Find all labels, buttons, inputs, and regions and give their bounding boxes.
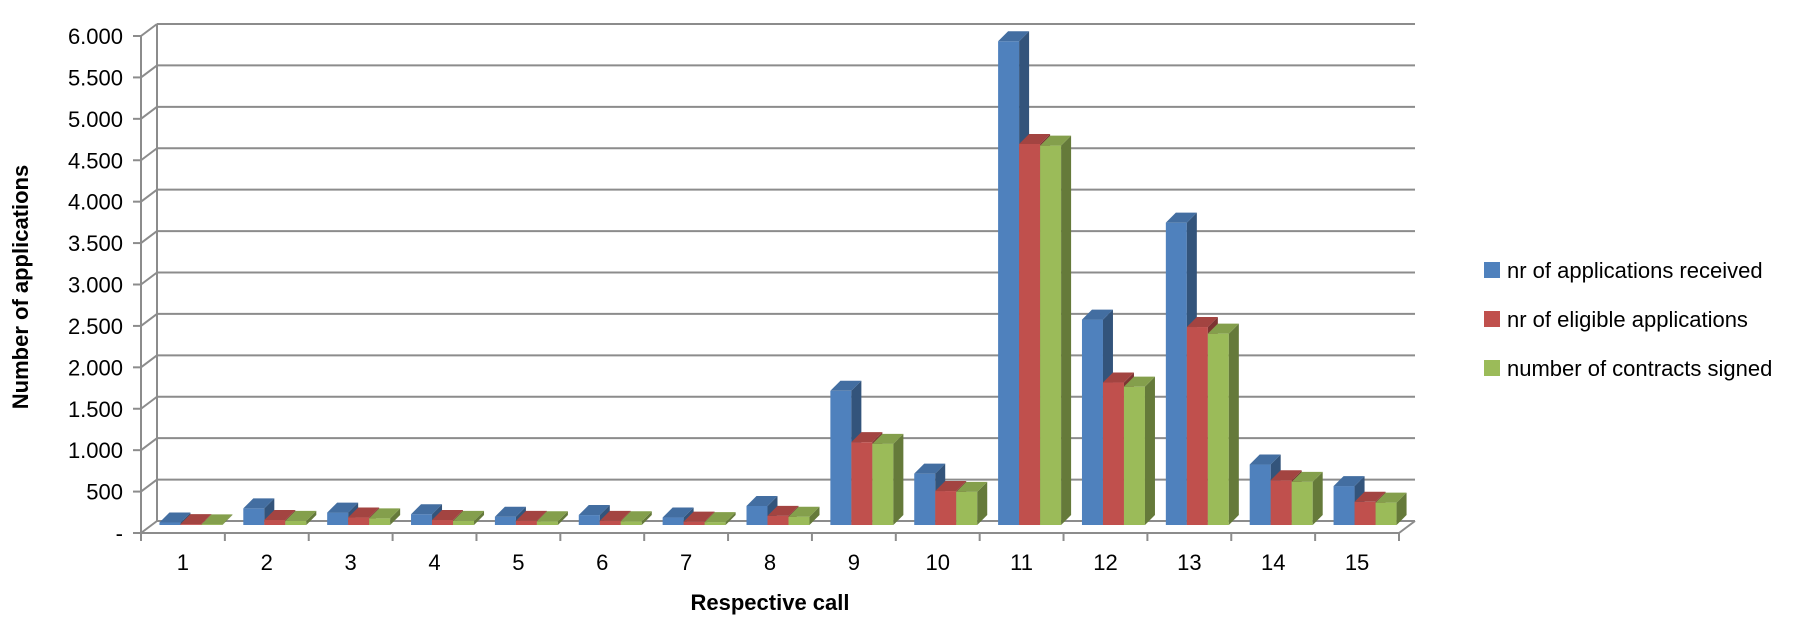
x-tick-label: 2 bbox=[261, 550, 273, 575]
x-tick-labels: 1 2 3 4 5 6 7 8 9 10 11 12 13 14 15 bbox=[177, 550, 1370, 575]
legend-label: nr of applications received bbox=[1507, 258, 1763, 283]
bar bbox=[243, 498, 275, 525]
gridline-depth bbox=[140, 188, 158, 203]
x-tick-label: 6 bbox=[596, 550, 608, 575]
bar bbox=[746, 495, 778, 525]
x-tick-label: 7 bbox=[680, 550, 692, 575]
legend-label: number of contracts signed bbox=[1507, 356, 1772, 381]
legend-swatch bbox=[1484, 311, 1500, 327]
bar bbox=[1040, 135, 1072, 525]
y-tick-label: 3.000 bbox=[68, 273, 123, 298]
gridline-depth bbox=[140, 271, 158, 286]
gridlines bbox=[140, 23, 1415, 534]
legend-label: nr of eligible applications bbox=[1507, 307, 1748, 332]
y-tick-label: 5.500 bbox=[68, 65, 123, 90]
gridline-depth bbox=[140, 395, 158, 410]
bar bbox=[453, 510, 485, 525]
bar bbox=[872, 433, 904, 525]
y-tick-label: 6.000 bbox=[68, 24, 123, 49]
y-tick-label: 2.000 bbox=[68, 355, 123, 380]
legend-swatch bbox=[1484, 262, 1500, 278]
bar bbox=[536, 511, 568, 525]
y-tick-label: 3.500 bbox=[68, 231, 123, 256]
axes bbox=[133, 24, 1416, 541]
x-tick-label: 11 bbox=[1010, 550, 1033, 575]
y-tick-labels: - 500 1.000 1.500 2.000 2.500 3.000 3.500 4.000 4… bbox=[68, 24, 123, 546]
gridline-depth bbox=[140, 23, 158, 37]
bar bbox=[1123, 376, 1155, 525]
bar bbox=[704, 512, 736, 525]
x-tick-label: 9 bbox=[848, 550, 860, 575]
x-tick-label: 4 bbox=[428, 550, 440, 575]
y-tick-label: 1.500 bbox=[68, 397, 123, 422]
bar bbox=[201, 514, 233, 525]
x-tick-label: 13 bbox=[1177, 550, 1201, 575]
gridline-depth bbox=[140, 106, 158, 120]
x-tick-label: 8 bbox=[764, 550, 776, 575]
x-tick-label: 1 bbox=[177, 550, 189, 575]
x-tick-label: 15 bbox=[1345, 550, 1369, 575]
x-tick-label: 3 bbox=[345, 550, 357, 575]
bar bbox=[369, 508, 401, 525]
bar bbox=[956, 481, 988, 525]
bar bbox=[285, 510, 317, 525]
y-tick-label: 4.500 bbox=[68, 148, 123, 173]
bars bbox=[159, 31, 1407, 526]
legend-item: nr of applications received bbox=[1484, 258, 1763, 283]
legend-item: number of contracts signed bbox=[1484, 356, 1772, 381]
y-tick-label: 2.500 bbox=[68, 314, 123, 339]
y-axis-title: Number of applications bbox=[8, 165, 33, 409]
y-tick-label: 5.000 bbox=[68, 107, 123, 132]
y-tick-label: - bbox=[116, 521, 123, 546]
bar bbox=[1291, 471, 1323, 525]
x-axis-depth bbox=[1398, 520, 1416, 534]
bar bbox=[1207, 323, 1239, 525]
gridline-depth bbox=[140, 313, 158, 327]
x-tick-label: 14 bbox=[1261, 550, 1285, 575]
bar bbox=[788, 506, 820, 525]
x-axis-title: Respective call bbox=[691, 590, 850, 615]
gridline-depth bbox=[140, 478, 158, 493]
y-tick-label: 1.000 bbox=[68, 438, 123, 463]
gridline-depth bbox=[140, 354, 158, 369]
gridline-depth bbox=[140, 230, 158, 244]
legend-item: nr of eligible applications bbox=[1484, 307, 1748, 332]
x-tick-label: 5 bbox=[512, 550, 524, 575]
gridline-depth bbox=[140, 64, 158, 79]
y-tick-label: 4.000 bbox=[68, 190, 123, 215]
bar bbox=[620, 511, 652, 525]
legend: nr of applications received nr of eligibl… bbox=[1484, 258, 1772, 381]
y-tick-label: 500 bbox=[86, 480, 123, 505]
gridline-depth bbox=[140, 437, 158, 451]
legend-swatch bbox=[1484, 360, 1500, 376]
x-tick-label: 10 bbox=[925, 550, 949, 575]
x-tick-label: 12 bbox=[1093, 550, 1117, 575]
gridline-depth bbox=[140, 520, 158, 534]
bar bbox=[1375, 492, 1407, 525]
gridline-depth bbox=[140, 147, 158, 162]
